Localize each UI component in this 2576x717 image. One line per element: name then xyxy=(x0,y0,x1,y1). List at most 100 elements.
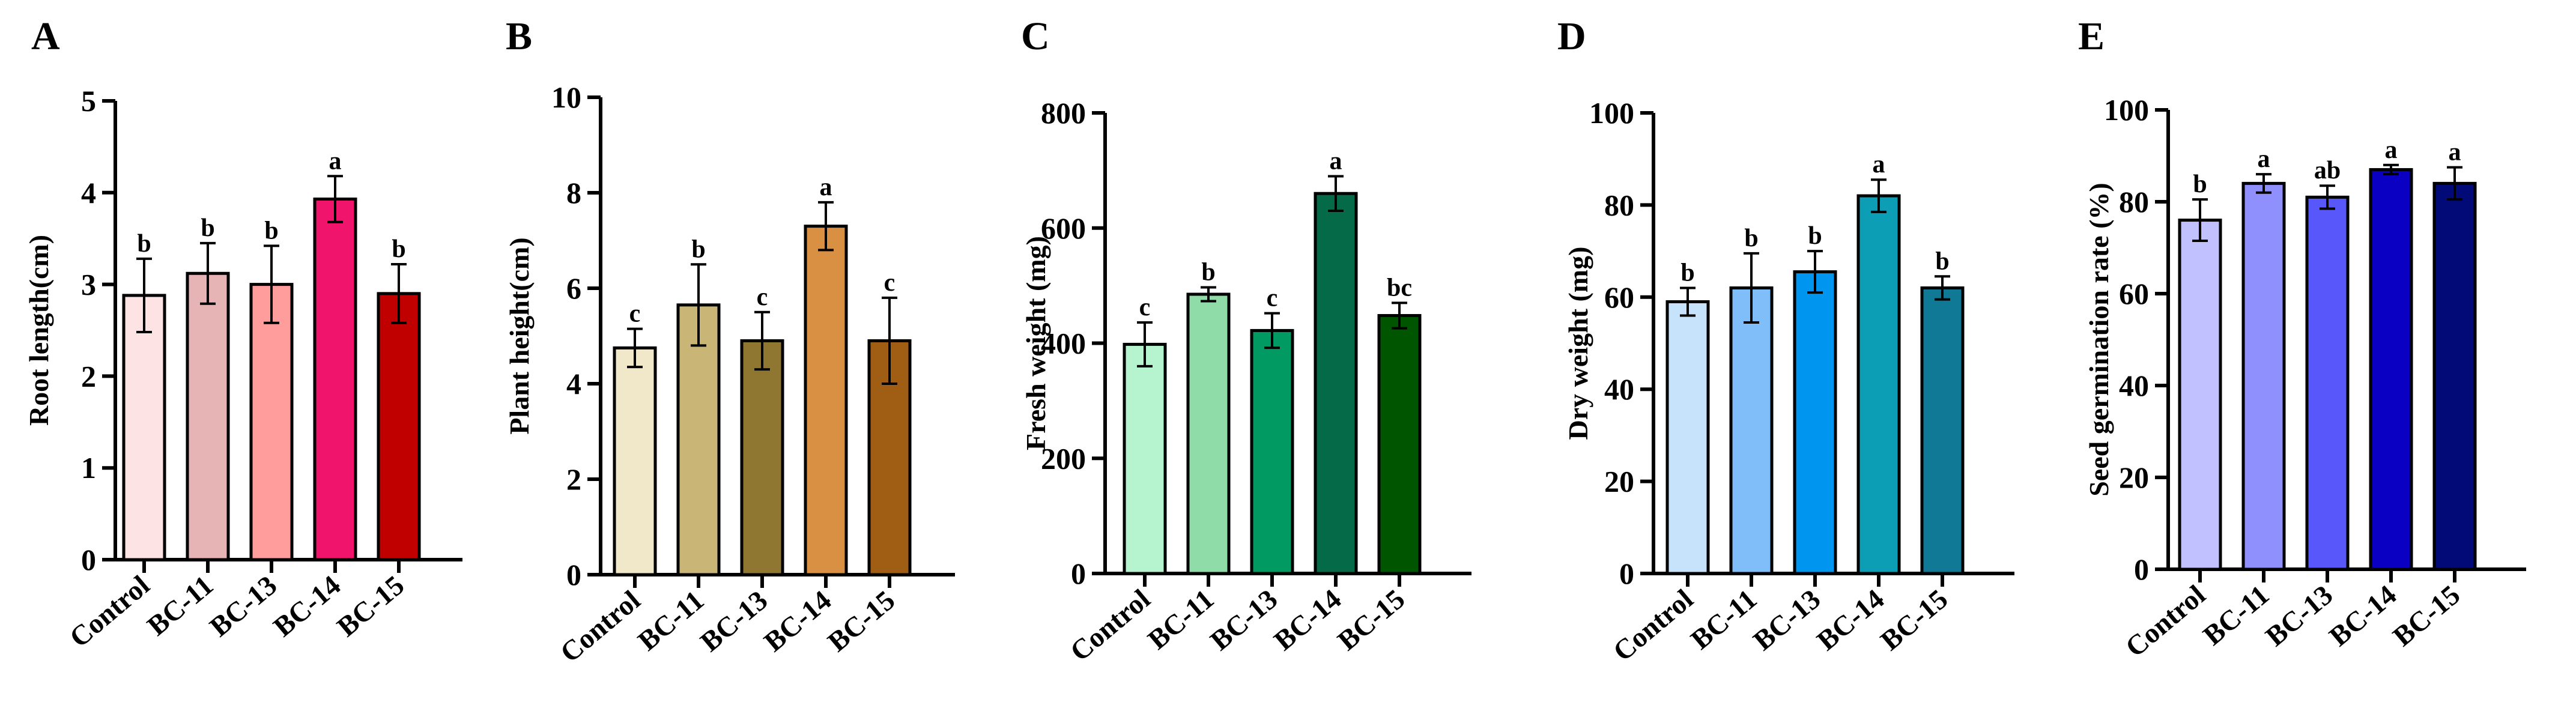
category-label: BC-15 xyxy=(1875,584,1954,657)
y-tick-label: 20 xyxy=(2119,461,2149,494)
panel-d: D Dry weight (mg) 0 20 40 60 80 100 b Control b BC-… xyxy=(1557,14,2014,668)
bar-bc-11 xyxy=(676,303,721,576)
significance-label: c xyxy=(884,269,896,297)
bar-bc-15 xyxy=(1377,313,1422,575)
y-tick-label: 40 xyxy=(2119,369,2149,402)
significance-label: a xyxy=(1330,147,1342,175)
y-tick-label: 80 xyxy=(1604,188,1634,222)
significance-label: a xyxy=(2258,145,2270,173)
category-label: Control xyxy=(2120,579,2211,664)
bar-bc-13 xyxy=(2305,195,2350,571)
y-tick-label: 0 xyxy=(1071,557,1086,590)
category-label: BC-11 xyxy=(142,570,219,642)
bar-bc-13 xyxy=(1250,328,1294,575)
y-tick-label: 4 xyxy=(81,176,96,210)
category-label: BC-11 xyxy=(1142,584,1220,656)
bar-bc-15 xyxy=(377,292,421,561)
category-label: BC-11 xyxy=(632,585,710,657)
y-axis-label: Root length(cm) xyxy=(23,235,54,426)
y-tick-label: 100 xyxy=(1589,96,1634,130)
bar-control xyxy=(2178,219,2222,571)
significance-label: b xyxy=(1935,247,1949,275)
y-axis-label: Dry weight (mg) xyxy=(1563,247,1593,440)
y-tick-label: 200 xyxy=(1041,441,1086,475)
y-tick-label: 400 xyxy=(1041,327,1086,360)
panel-a: A Root length(cm) 0 1 2 3 4 5 b Control b BC-11 b BC-… xyxy=(23,14,462,654)
y-tick-label: 0 xyxy=(2134,552,2149,586)
panel-letter: C xyxy=(1021,14,1050,58)
y-tick-label: 1 xyxy=(81,451,96,485)
y-tick-label: 40 xyxy=(1604,372,1634,406)
category-label: BC-15 xyxy=(2387,579,2466,653)
significance-label: a xyxy=(1873,151,1885,178)
y-tick-label: 3 xyxy=(81,268,96,301)
category-label: BC-14 xyxy=(1811,584,1890,657)
significance-label: a xyxy=(329,147,342,175)
bar-bc-13 xyxy=(740,339,784,576)
bar-bc-11 xyxy=(1729,286,1774,575)
y-axis-label: Seed germination rate (%) xyxy=(2084,183,2114,497)
significance-label: b xyxy=(392,235,405,263)
significance-label: b xyxy=(691,235,705,263)
bar-control xyxy=(1665,300,1710,575)
bar-bc-14 xyxy=(1314,192,1358,575)
y-tick-label: 6 xyxy=(566,271,581,305)
bar-bc-13 xyxy=(1793,270,1837,575)
significance-label: b xyxy=(2193,171,2207,198)
category-label: BC-13 xyxy=(1205,584,1283,657)
y-tick-label: 8 xyxy=(566,176,581,210)
y-tick-label: 80 xyxy=(2119,185,2149,219)
bar-control xyxy=(122,294,166,561)
significance-label: a xyxy=(2385,136,2398,164)
y-tick-label: 60 xyxy=(1604,280,1634,314)
bar-bc-13 xyxy=(249,283,294,561)
category-label: Control xyxy=(1064,584,1156,668)
significance-label: b xyxy=(1680,259,1694,286)
significance-label: bc xyxy=(1387,274,1412,301)
panel-c: C Fresh weight (mg) 0 200 400 600 800 c Control b… xyxy=(1020,14,1471,668)
y-tick-label: 0 xyxy=(566,558,581,591)
significance-label: ab xyxy=(2314,157,2341,184)
category-label: BC-15 xyxy=(1332,584,1411,657)
bar-bc-15 xyxy=(1920,286,1965,575)
significance-label: c xyxy=(1139,294,1151,321)
bar-bc-14 xyxy=(1856,194,1901,575)
category-label: BC-11 xyxy=(2198,579,2275,652)
y-tick-label: 60 xyxy=(2119,277,2149,310)
category-label: BC-15 xyxy=(332,570,410,643)
significance-label: b xyxy=(137,230,151,258)
panel-b: B Plant height(cm) 0 2 4 6 8 10 c Control b BC-11 c B… xyxy=(504,14,955,669)
significance-label: b xyxy=(264,217,278,244)
significance-label: c xyxy=(629,300,641,328)
y-tick-label: 100 xyxy=(2104,93,2149,127)
significance-label: b xyxy=(1744,225,1758,252)
category-label: BC-14 xyxy=(2324,579,2402,653)
category-label: BC-14 xyxy=(1268,584,1347,657)
y-axis-label: Fresh weight (mg) xyxy=(1020,236,1051,450)
category-label: BC-14 xyxy=(268,570,347,643)
category-label: Control xyxy=(554,585,646,669)
category-label: BC-13 xyxy=(695,585,774,658)
bar-control xyxy=(613,346,657,576)
y-tick-label: 10 xyxy=(551,80,581,114)
y-tick-label: 4 xyxy=(566,367,581,401)
y-axis-label: Plant height(cm) xyxy=(504,237,535,434)
category-label: BC-13 xyxy=(1748,584,1826,657)
y-tick-label: 20 xyxy=(1604,465,1634,498)
category-label: Control xyxy=(1607,584,1699,668)
bar-bc-14 xyxy=(313,197,357,561)
panel-letter: E xyxy=(2078,14,2105,58)
bar-bc-15 xyxy=(2432,181,2477,571)
category-label: BC-11 xyxy=(1685,584,1763,656)
panel-letter: B xyxy=(506,14,532,58)
y-tick-label: 5 xyxy=(81,84,96,118)
significance-label: a xyxy=(820,174,832,201)
y-tick-label: 800 xyxy=(1041,96,1086,130)
bar-control xyxy=(1123,342,1167,575)
y-tick-label: 0 xyxy=(1619,557,1634,590)
y-tick-label: 2 xyxy=(81,359,96,393)
panel-letter: A xyxy=(31,14,60,58)
bar-bc-14 xyxy=(2369,168,2413,571)
bar-bc-11 xyxy=(2241,181,2286,571)
